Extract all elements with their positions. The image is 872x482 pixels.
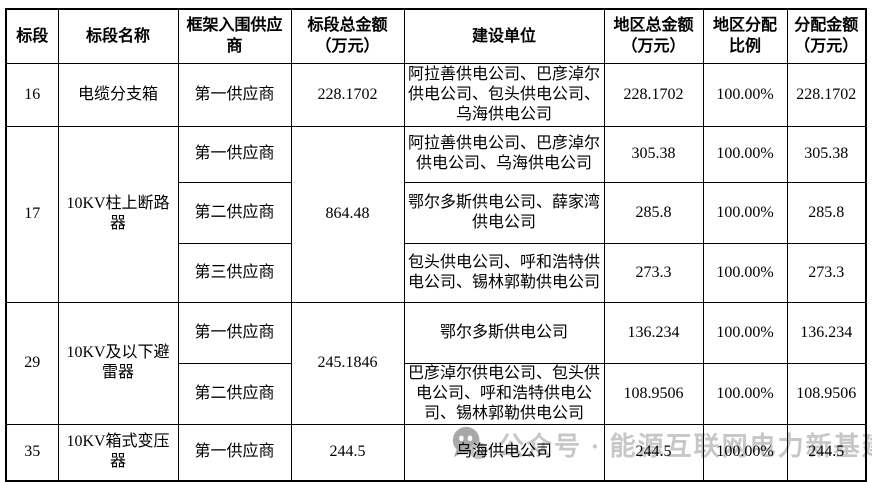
section-code-cell: 29 <box>5 301 59 425</box>
region-total-cell: 285.8 <box>603 181 704 244</box>
ratio-cell: 100.00% <box>702 62 788 127</box>
header-ratio: 地区分配比例 <box>702 8 788 64</box>
header-region-total: 地区总金额（万元） <box>603 8 704 64</box>
section-total-cell: 244.5 <box>290 423 405 482</box>
region-total-cell: 273.3 <box>603 242 704 303</box>
supplier-cell: 第一供应商 <box>177 423 292 482</box>
region-total-cell: 305.38 <box>603 125 704 183</box>
ratio-cell: 100.00% <box>702 242 788 303</box>
section-total-cell: 864.48 <box>290 125 405 303</box>
allocation-cell: 228.1702 <box>786 62 867 127</box>
header-allocation: 分配金额（万元） <box>786 8 867 64</box>
section-code-cell: 16 <box>5 62 59 127</box>
ratio-cell: 100.00% <box>702 423 788 482</box>
ratio-cell: 100.00% <box>702 125 788 183</box>
section-code-cell: 35 <box>5 423 59 482</box>
region-total-cell: 228.1702 <box>603 62 704 127</box>
region-total-cell: 136.234 <box>603 301 704 364</box>
table-row: 29 10KV及以下避雷器 第一供应商 245.1846 鄂尔多斯供电公司 13… <box>5 301 867 425</box>
section-name-cell: 10KV箱式变压器 <box>57 423 179 482</box>
table-header-row: 标段 标段名称 框架入围供应商 标段总金额（万元） 建设单位 地区总金额（万元）… <box>5 8 867 64</box>
header-section-name: 标段名称 <box>57 8 179 64</box>
ratio-cell: 100.00% <box>702 181 788 244</box>
builders-cell: 乌海供电公司 <box>403 423 605 482</box>
section-name-cell: 电缆分支箱 <box>57 62 179 127</box>
section-name-cell: 10KV柱上断路器 <box>57 125 179 303</box>
allocation-cell: 108.9506 <box>786 362 867 425</box>
allocation-cell: 136.234 <box>786 301 867 364</box>
ratio-cell: 100.00% <box>702 301 788 364</box>
table-row: 第二供应商 鄂尔多斯供电公司、薛家湾供电公司 285.8 100.00% 285… <box>6 181 867 244</box>
builders-cell: 包头供电公司、呼和浩特供电公司、锡林郭勒供电公司 <box>403 242 605 303</box>
builders-cell: 鄂尔多斯供电公司 <box>403 301 605 364</box>
section-total-cell: 228.1702 <box>290 62 405 127</box>
table-row: 35 10KV箱式变压器 第一供应商 244.5 乌海供电公司 244.5 10… <box>5 423 867 482</box>
allocation-table: 标段 标段名称 框架入围供应商 标段总金额（万元） 建设单位 地区总金额（万元）… <box>5 8 867 482</box>
allocation-cell: 244.5 <box>786 423 867 482</box>
supplier-cell: 第一供应商 <box>177 125 292 183</box>
allocation-cell: 285.8 <box>786 181 867 244</box>
ratio-cell: 100.00% <box>702 362 788 425</box>
section-total-cell: 245.1846 <box>290 301 405 425</box>
table-row: 17 10KV柱上断路器 第一供应商 864.48 阿拉善供电公司、巴彦淖尔供电… <box>5 125 867 303</box>
region-total-cell: 108.9506 <box>603 362 704 425</box>
allocation-cell: 273.3 <box>786 242 867 303</box>
supplier-cell: 第一供应商 <box>177 301 292 364</box>
supplier-cell: 第二供应商 <box>177 181 292 244</box>
section-name-cell: 10KV及以下避雷器 <box>57 301 179 425</box>
header-section: 标段 <box>5 8 59 64</box>
supplier-cell: 第三供应商 <box>177 242 292 303</box>
table-row: 16 电缆分支箱 第一供应商 228.1702 阿拉善供电公司、巴彦淖尔供电公司… <box>5 62 867 127</box>
supplier-cell: 第二供应商 <box>177 362 292 425</box>
allocation-cell: 305.38 <box>786 125 867 183</box>
header-section-total: 标段总金额（万元） <box>290 8 405 64</box>
builders-cell: 巴彦淖尔供电公司、包头供电公司、呼和浩特供电公司、锡林郭勒供电公司 <box>403 362 605 425</box>
table-row: 第二供应商 巴彦淖尔供电公司、包头供电公司、呼和浩特供电公司、锡林郭勒供电公司 … <box>6 362 867 425</box>
builders-cell: 鄂尔多斯供电公司、薛家湾供电公司 <box>403 181 605 244</box>
header-builder: 建设单位 <box>403 8 605 64</box>
section-code-cell: 17 <box>5 125 59 303</box>
supplier-cell: 第一供应商 <box>177 62 292 127</box>
builders-cell: 阿拉善供电公司、巴彦淖尔供电公司、包头供电公司、乌海供电公司 <box>403 62 605 127</box>
builders-cell: 阿拉善供电公司、巴彦淖尔供电公司、乌海供电公司 <box>403 125 605 183</box>
region-total-cell: 244.5 <box>603 423 704 482</box>
header-supplier: 框架入围供应商 <box>177 8 292 64</box>
